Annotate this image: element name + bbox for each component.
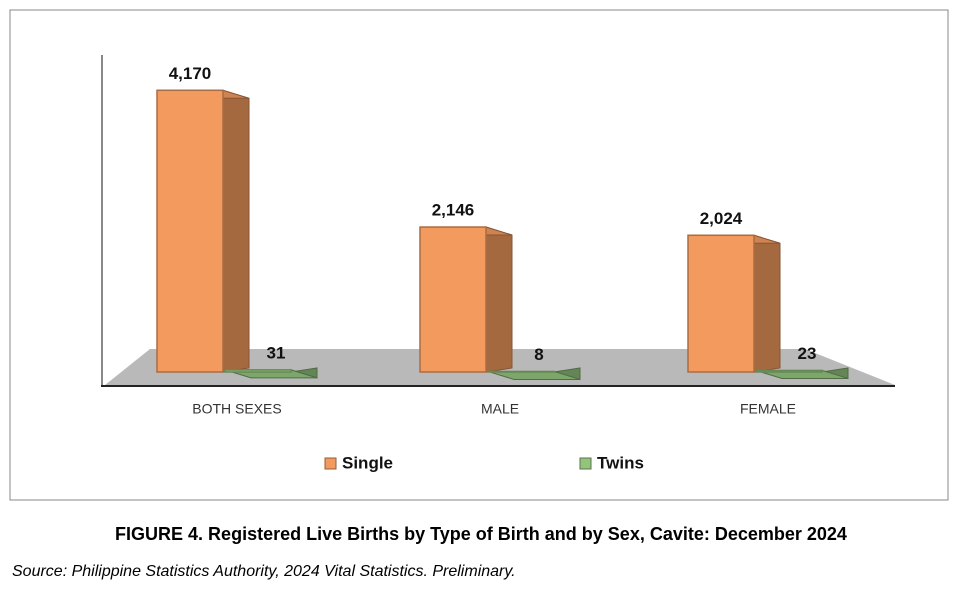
source-note: Source: Philippine Statistics Authority,… [12, 563, 516, 580]
bar [687, 234, 781, 373]
data-label: 8 [534, 345, 543, 364]
x-tick-label: BOTH SEXES [192, 401, 281, 417]
x-tick-label: MALE [481, 401, 519, 417]
data-label: 4,170 [169, 64, 212, 83]
bar-side [753, 234, 781, 373]
bar-front [419, 226, 487, 373]
bar [487, 367, 581, 381]
chart-title: FIGURE 4. Registered Live Births by Type… [115, 524, 847, 544]
bar-side [222, 89, 250, 373]
bar-side [485, 226, 513, 373]
x-tick-label: FEMALE [740, 401, 796, 417]
bar [419, 226, 513, 373]
data-label: 31 [267, 343, 286, 362]
legend-label: Single [342, 453, 393, 472]
legend-label: Twins [597, 453, 644, 472]
bar-front [224, 369, 292, 373]
data-label: 2,146 [432, 201, 475, 220]
bar [224, 367, 318, 379]
legend-swatch [324, 457, 337, 470]
bar-front [755, 369, 823, 373]
bar [755, 367, 849, 380]
bar [156, 89, 250, 373]
plot [156, 89, 849, 381]
bar-front [487, 370, 555, 373]
bar-front [687, 234, 755, 373]
legend-swatch [579, 457, 592, 470]
bar-front [156, 89, 224, 373]
data-label: 2,024 [700, 209, 743, 228]
data-label: 23 [798, 344, 817, 363]
